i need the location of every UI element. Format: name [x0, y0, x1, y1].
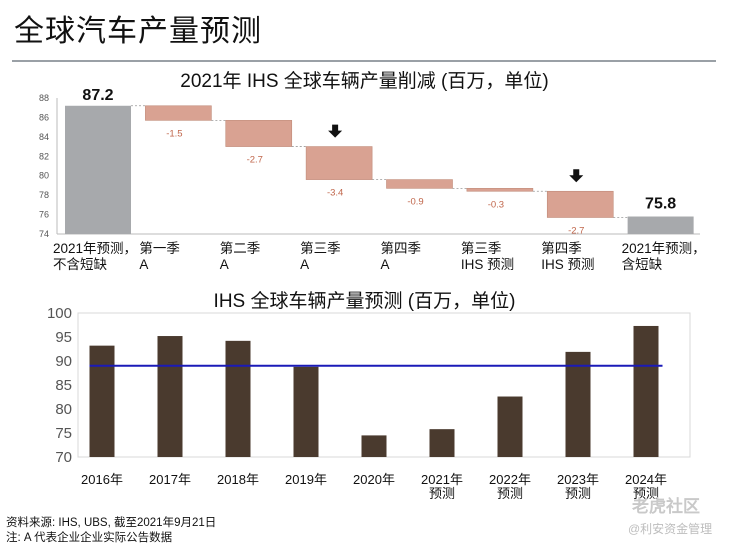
bar-category-label: 2022年 预测 — [489, 472, 531, 501]
down-arrow-icon — [328, 124, 343, 138]
bar-y-tick-label: 70 — [55, 449, 72, 466]
bar-category-label: 2024年 预测 — [625, 472, 667, 501]
bar-y-tick-label: 100 — [47, 305, 72, 322]
waterfall-end-value-label: 75.8 — [645, 196, 676, 213]
waterfall-y-tick-label: 76 — [39, 210, 49, 220]
waterfall-end-bar — [627, 216, 694, 234]
down-arrow-icon — [569, 169, 584, 183]
bar-chart-title: IHS 全球车辆产量预测 (百万，单位) — [213, 291, 516, 312]
bar-chart-bar — [633, 325, 659, 457]
waterfall-change-bar — [145, 105, 212, 121]
waterfall-y-tick-label: 78 — [39, 190, 49, 200]
bar-chart-bar — [361, 435, 387, 457]
waterfall-start-bar — [65, 105, 131, 235]
waterfall-category-label: 第三季 A — [300, 241, 341, 272]
waterfall-change-label: -2.7 — [247, 155, 263, 166]
waterfall-chart: 74 76 78 80 82 84 86 88 87.2 -1.5 -2.7 -3.4 -0.9 -0.3… — [39, 87, 700, 239]
waterfall-y-tick-label: 82 — [39, 151, 49, 161]
waterfall-y-tick-label: 84 — [39, 132, 49, 142]
bar-category-label: 2021年 预测 — [421, 472, 463, 501]
bar-chart-bar — [565, 351, 591, 457]
watermark-brand: 老虎社区 — [632, 497, 700, 516]
waterfall-change-label: -2.7 — [568, 225, 584, 236]
title-divider — [12, 60, 716, 62]
waterfall-chart-title: 2021年 IHS 全球车辆产量削减 (百万，单位) — [180, 71, 549, 92]
waterfall-y-tick-label: 74 — [39, 229, 49, 239]
bar-category-label: 2018年 — [217, 472, 259, 487]
bar-chart-bar — [157, 336, 183, 457]
bar-y-tick-label: 80 — [55, 401, 72, 418]
waterfall-category-label: 第二季 A — [219, 241, 261, 272]
watermark-account: @利安资金管理 — [628, 522, 713, 536]
bar-chart-bar — [429, 429, 455, 457]
bar-category-label: 2016年 — [81, 472, 123, 487]
bar-category-label: 2023年 预测 — [557, 472, 599, 501]
waterfall-category-label: 2021年预测， 含短缺 — [621, 241, 706, 272]
waterfall-category-label: 第四季 A — [380, 241, 422, 272]
waterfall-category-label: 第三季 IHS 预测 — [460, 241, 515, 272]
waterfall-y-tick-label: 86 — [39, 112, 49, 122]
bar-y-tick-label: 75 — [55, 425, 72, 442]
bar-category-label: 2017年 — [149, 472, 191, 487]
waterfall-y-tick-label: 80 — [39, 171, 49, 181]
bar-chart-bar — [225, 340, 251, 457]
waterfall-category-label: 第四季 IHS 预测 — [541, 241, 595, 272]
source-footnote: 资料来源: IHS, UBS, 截至2021年9月21日 — [6, 517, 217, 529]
bar-category-label: 2020年 — [353, 472, 395, 487]
bar-y-tick-label: 85 — [55, 377, 72, 394]
bar-category-label: 2019年 — [285, 472, 327, 487]
waterfall-change-bar — [386, 179, 453, 189]
waterfall-change-label: -0.3 — [488, 199, 504, 210]
note-footnote: 注: A 代表企业企业实际公告数据 — [6, 532, 173, 544]
page-title: 全球汽车产量预测 — [14, 15, 262, 48]
bar-chart-bar — [497, 396, 523, 457]
bar-chart-bar — [89, 345, 115, 457]
waterfall-start-value-label: 87.2 — [82, 87, 113, 104]
waterfall-category-label: 2021年预测， 不含短缺 — [53, 241, 138, 272]
waterfall-change-label: -1.5 — [166, 128, 182, 139]
bar-y-tick-label: 95 — [55, 329, 72, 346]
waterfall-y-tick-label: 88 — [39, 93, 49, 103]
waterfall-change-bar — [466, 188, 534, 192]
waterfall-change-label: -0.9 — [407, 196, 423, 207]
waterfall-change-bar — [305, 146, 373, 180]
waterfall-category-label: 第一季 A — [139, 241, 180, 272]
waterfall-change-bar — [546, 190, 614, 218]
bar-chart: 70 75 80 85 90 95 100 — [47, 305, 691, 466]
waterfall-change-label: -3.4 — [327, 188, 343, 199]
bar-y-tick-label: 90 — [55, 353, 72, 370]
waterfall-change-bar — [225, 120, 293, 147]
bar-chart-bar — [293, 366, 319, 457]
